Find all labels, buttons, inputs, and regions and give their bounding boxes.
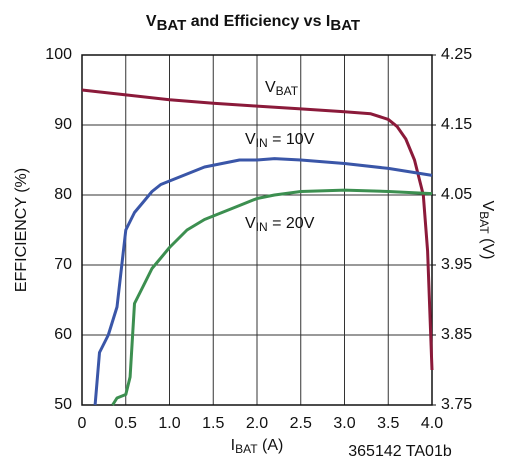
chart-title: VBAT and Efficiency vs IBAT (146, 13, 360, 34)
series-label-part: IN (256, 136, 268, 150)
y2-axis-label: VBAT (V) (477, 201, 495, 260)
chart-title-part: BAT (330, 17, 360, 34)
series-label-part: = 20V (268, 215, 315, 232)
series-label-part: V (265, 79, 276, 96)
series-label: VIN = 10V (245, 131, 315, 149)
x-axis-label-part: (A) (258, 437, 284, 454)
series-line (81, 88, 434, 371)
y-axis-label: EFFICIENCY (%) (13, 168, 30, 292)
x-axis-label-part: BAT (235, 442, 258, 456)
series-label: VIN = 20V (245, 215, 315, 233)
x-tick-label: 3.5 (377, 415, 399, 432)
series-label-part: V (245, 131, 256, 148)
y2-tick-label: 4.15 (441, 116, 472, 133)
plot-frame (81, 54, 433, 406)
x-tick-label: 4.0 (421, 415, 443, 432)
chart-title-part: and Efficiency vs I (186, 13, 330, 30)
y2-tick-label: 4.25 (441, 46, 472, 63)
series-label: VBAT (265, 79, 299, 97)
y2-axis-label-part: (V) (479, 234, 496, 260)
y2-axis-label-part: BAT (477, 211, 491, 234)
x-tick-label: 0 (78, 415, 87, 432)
x-axis-label: IBAT (A) (231, 437, 284, 455)
y2-tick-label: 3.75 (441, 396, 472, 413)
x-tick-label: 1.5 (202, 415, 224, 432)
x-tick-label: 1.0 (158, 415, 180, 432)
y2-tick-label: 4.05 (441, 186, 472, 203)
series-label-part: IN (256, 220, 268, 234)
series-line (93, 157, 433, 406)
x-tick-label: 2.5 (290, 415, 312, 432)
x-tick-label: 0.5 (115, 415, 137, 432)
y2-tick-label: 3.85 (441, 326, 472, 343)
y2-tick-label: 3.95 (441, 256, 472, 273)
x-axis-label-part: I (231, 437, 235, 454)
chart-title-part: V (146, 13, 157, 30)
chart-title-part: BAT (157, 17, 187, 34)
x-tick-label: 2.0 (246, 415, 268, 432)
x-tick-label: 3.0 (333, 415, 355, 432)
y2-axis-label-part: V (479, 201, 496, 212)
y-tick-label: 60 (54, 326, 72, 343)
figure-note: 365142 TA01b (348, 443, 452, 460)
y-tick-label: 90 (54, 116, 72, 133)
series-line (111, 188, 433, 406)
y-tick-label: 70 (54, 256, 72, 273)
y-tick-label: 100 (45, 46, 72, 63)
y-tick-label: 80 (54, 186, 72, 203)
series-label-part: V (245, 215, 256, 232)
series-label-part: = 10V (268, 131, 315, 148)
series-label-part: BAT (276, 84, 299, 98)
y-tick-label: 50 (54, 396, 72, 413)
